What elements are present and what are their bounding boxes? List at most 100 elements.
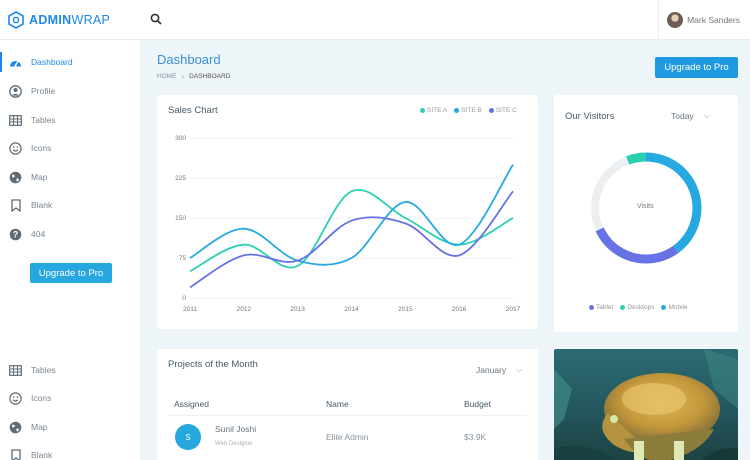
sidebar-item-label: Icons: [31, 143, 52, 153]
breadcrumb-current: DASHBOARD: [189, 73, 231, 80]
dashboard-icon: [9, 56, 22, 69]
sidebar-item-tables-2[interactable]: Tables: [0, 360, 140, 380]
globe-icon: [9, 171, 22, 184]
legend-item: Mobile: [661, 304, 688, 311]
person-name: Sunil Joshi: [215, 424, 257, 434]
projects-title: Projects of the Month: [168, 359, 258, 370]
legend-label: SITE C: [495, 107, 517, 114]
brand-logo[interactable]: ADMINWRAP: [0, 0, 140, 40]
chevron-down-icon: ⌵: [703, 111, 710, 120]
chart-legend: SITE A SITE B SITE C: [413, 107, 517, 114]
legend-label: SITE A: [427, 107, 448, 114]
legend-item: SITE B: [454, 107, 482, 114]
x-tick-label: 2015: [398, 306, 413, 313]
x-tick-label: 2011: [183, 306, 197, 313]
breadcrumb-home[interactable]: HOME: [157, 73, 177, 80]
project-name: Elite Admin: [326, 432, 369, 442]
visitors-donut-chart: [590, 152, 702, 264]
legend-dot: [420, 108, 425, 113]
search-icon[interactable]: [150, 13, 162, 25]
sidebar-upgrade-button[interactable]: Upgrade to Pro: [30, 263, 112, 283]
period-label: Today: [671, 111, 694, 121]
visitors-card: Our Visitors Today ⌵ Visits Tablet Deskt…: [554, 95, 738, 332]
help-icon: ?: [9, 228, 22, 241]
divider: [168, 415, 527, 416]
sidebar-item-map[interactable]: Map: [0, 167, 140, 187]
visitors-legend: Tablet Desktops Mobile: [582, 304, 688, 311]
sales-chart-card: Sales Chart SITE A SITE B SITE C 0 75 150 2…: [157, 95, 538, 329]
upgrade-button[interactable]: Upgrade to Pro: [655, 57, 738, 78]
tables-icon: [9, 364, 22, 377]
legend-dot: [661, 305, 667, 310]
chevron-right-icon: ›: [181, 72, 185, 81]
legend-item: Desktops: [620, 304, 654, 311]
sidebar-item-label: Tables: [31, 115, 56, 125]
smiley-icon: [9, 141, 22, 155]
donut-slice-tablet: [590, 152, 702, 264]
sidebar-item-blank[interactable]: Blank: [0, 195, 140, 215]
x-tick-label: 2012: [237, 306, 252, 313]
sidebar-item-label: Tables: [31, 365, 56, 375]
globe-icon: [9, 421, 22, 434]
legend-dot: [454, 108, 460, 113]
legend-label: SITE B: [461, 107, 482, 114]
sales-chart-title: Sales Chart: [168, 105, 218, 116]
month-label: January: [476, 365, 507, 375]
x-tick-label: 2013: [290, 306, 305, 313]
legend-label: Tablet: [596, 304, 614, 311]
avatar: [667, 12, 684, 28]
donut-slice-desktops: [590, 152, 702, 264]
sidebar: Dashboard Profile Tables Icons Map Blank…: [0, 40, 140, 460]
sidebar-item-profile[interactable]: Profile: [0, 81, 140, 101]
sidebar-item-label: Blank: [31, 450, 53, 460]
column-header-name: Name: [326, 399, 349, 409]
brand-name: ADMINWRAP: [29, 13, 111, 27]
chevron-down-icon: ⌵: [516, 365, 523, 374]
user-name: Mark Sanders: [687, 15, 740, 25]
sidebar-item-label: Dashboard: [31, 57, 73, 67]
visitors-title: Our Visitors: [565, 111, 615, 122]
user-menu[interactable]: Mark Sanders: [658, 0, 750, 40]
tables-icon: [9, 114, 22, 127]
bookmark-icon: [9, 198, 22, 212]
column-header-budget: Budget: [464, 399, 491, 409]
project-budget: $3.9K: [464, 432, 487, 442]
series-line-site-a: [189, 188, 514, 273]
breadcrumb: HOME › DASHBOARD: [157, 72, 230, 81]
sidebar-item-label: Profile: [31, 86, 56, 96]
legend-dot: [620, 305, 626, 310]
page-title: Dashboard: [157, 52, 221, 67]
y-tick-label: 225: [175, 175, 186, 182]
sales-line-chart: 0 75 150 225 300 2011 2012 2013 2014 2015 2016 2017: [175, 135, 520, 313]
sidebar-item-icons-2[interactable]: Icons: [0, 388, 140, 408]
sidebar-item-label: Icons: [31, 393, 52, 403]
sidebar-item-label: Blank: [31, 200, 53, 210]
crab-photo: [554, 349, 738, 460]
sidebar-item-dashboard[interactable]: Dashboard: [0, 52, 140, 72]
sidebar-item-icons[interactable]: Icons: [0, 138, 140, 158]
projects-card: Projects of the Month January ⌵ Assigned…: [157, 349, 538, 460]
sidebar-item-label: Map: [31, 172, 48, 182]
visitors-period-select[interactable]: Today ⌵: [671, 111, 710, 121]
legend-dot: [589, 305, 594, 310]
series-line-site-b: [189, 164, 514, 266]
sidebar-item-blank-2[interactable]: Blank: [0, 445, 140, 460]
legend-label: Desktops: [627, 304, 655, 311]
y-tick-label: 150: [175, 215, 186, 222]
avatar: S: [175, 424, 201, 450]
column-header-assigned: Assigned: [174, 399, 209, 409]
svg-text:?: ?: [13, 229, 19, 239]
series-line-site-c: [189, 190, 514, 289]
legend-item: SITE C: [488, 107, 517, 114]
y-tick-label: 75: [179, 255, 187, 262]
legend-dot: [488, 108, 494, 113]
y-tick-label: 300: [175, 135, 186, 142]
sidebar-item-tables[interactable]: Tables: [0, 110, 140, 130]
sidebar-item-map-2[interactable]: Map: [0, 417, 140, 437]
sidebar-item-404[interactable]: ? 404: [0, 224, 140, 244]
projects-month-select[interactable]: January ⌵: [476, 365, 522, 375]
x-tick-label: 2016: [452, 306, 467, 313]
sidebar-item-label: Map: [31, 422, 48, 432]
sidebar-item-label: 404: [31, 229, 46, 239]
y-tick-label: 0: [182, 295, 186, 302]
